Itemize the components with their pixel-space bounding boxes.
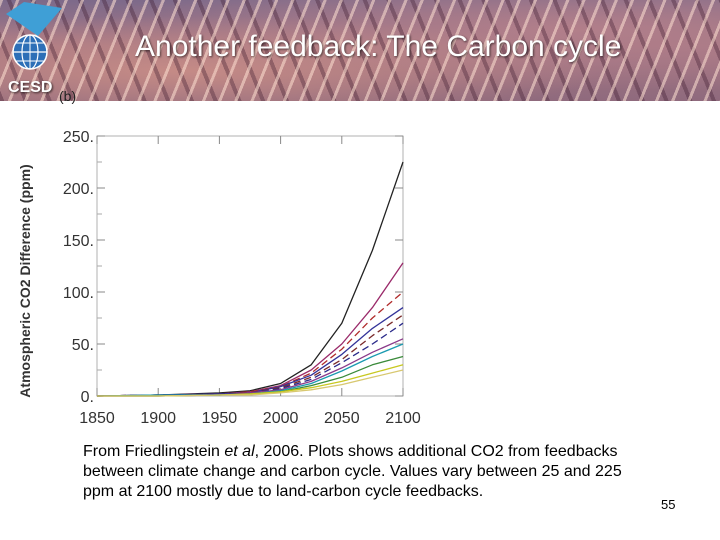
caption-text: From Friedlingstein — [83, 443, 225, 460]
y-tick-label: 50. — [72, 337, 94, 354]
series-line-7 — [97, 338, 404, 397]
x-tick-label: 1950 — [202, 410, 238, 427]
plot-frame — [96, 135, 404, 397]
co2-difference-chart: 0. 50. 100. 150. 200. 250. 1850 1900 1950 2000 205… — [17, 129, 421, 427]
figure-caption: From Friedlingstein et al, 2006. Plots s… — [83, 442, 623, 502]
chart-series — [96, 161, 404, 397]
y-axis-label: Atmospheric CO2 Difference (ppm) — [17, 164, 33, 397]
y-tick-label: 150. — [63, 233, 94, 250]
series-line-5 — [96, 314, 404, 397]
y-tick-label: 100. — [63, 285, 94, 302]
series-line-4 — [96, 307, 404, 397]
series-line-1 — [96, 161, 404, 397]
page-number: 55 — [661, 497, 676, 512]
y-tick-label: 0. — [81, 389, 94, 406]
caption-italic: et al — [224, 443, 255, 460]
x-tick-label: 2050 — [324, 410, 360, 427]
y-tick-label: 200. — [63, 181, 94, 198]
globe-logo-icon — [6, 2, 62, 70]
series-line-2 — [96, 262, 404, 397]
header-banner: CESD Another feedback: The Carbon cycle — [0, 0, 720, 101]
x-tick-label: 1850 — [79, 410, 115, 427]
series-line-8 — [96, 343, 404, 397]
series-line-9 — [97, 355, 404, 397]
slide-title: Another feedback: The Carbon cycle — [135, 30, 622, 63]
logo-text: CESD — [8, 79, 53, 96]
x-tick-label: 2000 — [263, 410, 299, 427]
caption-text-rest: , 2006. Plots shows additional CO2 from … — [83, 443, 622, 500]
x-tick-label: 2100 — [385, 410, 421, 427]
panel-label: (b) — [59, 88, 77, 104]
series-line-11 — [97, 369, 404, 397]
chart-axes: 0. 50. 100. 150. 200. 250. 1850 1900 1950 2000 205… — [17, 129, 421, 427]
y-tick-label: 250. — [63, 129, 94, 146]
x-tick-label: 1900 — [140, 410, 176, 427]
